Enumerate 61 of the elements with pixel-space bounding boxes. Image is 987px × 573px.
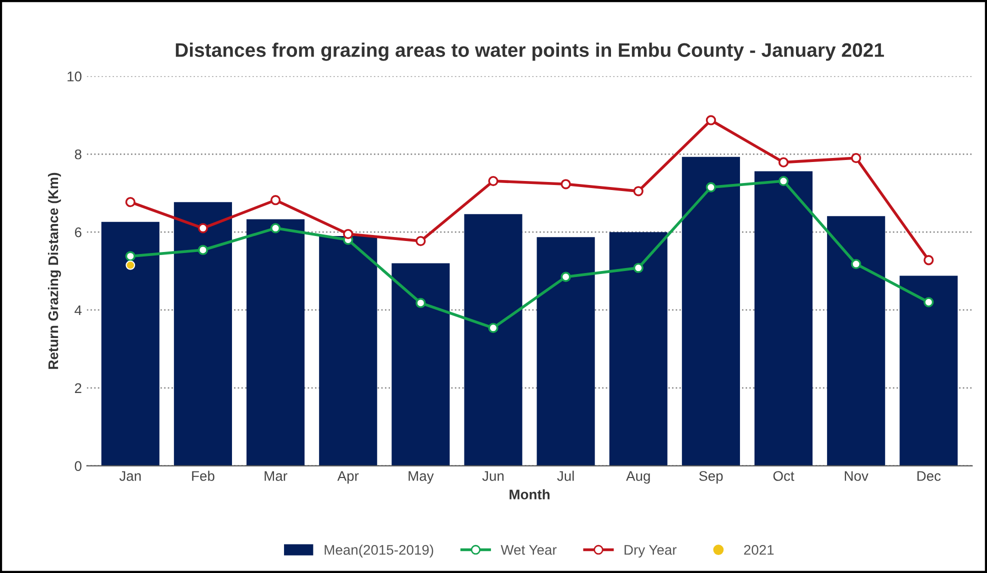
x-tick-label: Aug: [626, 471, 650, 484]
bar: [392, 263, 450, 466]
point: [924, 255, 934, 266]
bar: [101, 222, 160, 466]
point: [633, 262, 644, 273]
bar: [827, 216, 886, 466]
bar: [900, 276, 958, 466]
bar: [246, 219, 305, 466]
legend-label: Wet Year: [500, 545, 557, 555]
x-tick-label: Jul: [557, 470, 574, 481]
legend-label: Mean(2015-2019): [324, 544, 434, 558]
bar: [319, 236, 378, 466]
point: [198, 223, 208, 234]
point: [488, 322, 498, 333]
bar: [682, 156, 740, 466]
point: [270, 195, 281, 206]
x-tick-label: May: [408, 471, 434, 484]
x-tick-label: Nov: [844, 471, 868, 481]
x-axis-title: Month: [510, 489, 550, 500]
point: [560, 272, 571, 282]
point: [778, 176, 789, 186]
y-tick-label: 0: [74, 461, 82, 472]
y-tick-label: 10: [68, 72, 82, 82]
point: [851, 152, 862, 164]
y-tick-label: 4: [74, 305, 82, 316]
x-tick-label: Mar: [264, 471, 288, 481]
point: [198, 244, 208, 256]
x-tick-label: Jun: [482, 471, 504, 481]
x-tick-label: Feb: [192, 470, 214, 481]
point: [416, 298, 426, 308]
point: [126, 260, 136, 270]
bar: [174, 202, 232, 466]
chart-title: Distances from grazing areas to water points in Embu County - January 2021: [176, 42, 884, 61]
point: [706, 115, 716, 126]
point: [633, 186, 644, 196]
x-tick-label: Oct: [773, 471, 794, 481]
x-tick-label: Jan: [119, 471, 141, 481]
point: [778, 157, 789, 168]
point: [270, 223, 281, 234]
bar: [609, 232, 668, 466]
point: [416, 236, 426, 246]
point: [488, 176, 498, 186]
legend-label: Dry Year: [624, 545, 677, 558]
x-tick-label: Sep: [699, 471, 723, 484]
point: [851, 258, 862, 270]
y-tick-label: 2: [74, 383, 82, 393]
x-tick-label: Dec: [917, 471, 941, 481]
y-tick-label: 6: [74, 227, 82, 238]
y-tick-label: 8: [74, 149, 82, 160]
point: [125, 251, 136, 262]
bar: [536, 237, 595, 466]
point: [924, 297, 934, 308]
y-axis-title: Return Grazing Distance (Km): [48, 172, 61, 369]
point: [125, 196, 136, 208]
bar: [754, 171, 813, 466]
bar: [464, 214, 522, 466]
x-tick-label: Apr: [337, 471, 359, 484]
point: [560, 179, 571, 190]
point: [343, 228, 354, 240]
point: [706, 182, 716, 192]
legend-label: 2021: [744, 544, 774, 555]
